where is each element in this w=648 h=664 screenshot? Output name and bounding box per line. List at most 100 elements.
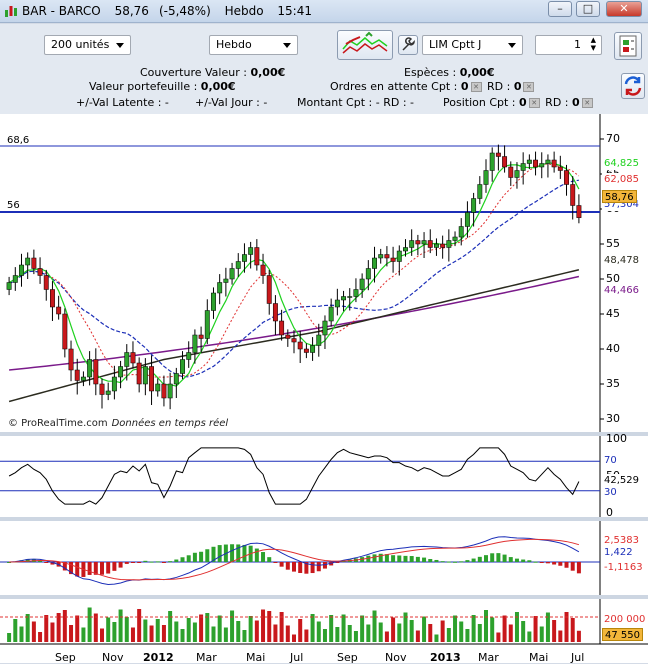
ma50-badge: 62,085 [602, 173, 641, 186]
macd-histogram-bar [434, 559, 439, 562]
timeframe-select[interactable]: Hebdo [209, 35, 298, 55]
volume-bar [514, 612, 519, 642]
cancel-rd-orders-icon[interactable]: ✕ [523, 82, 535, 92]
price-chart-svg[interactable] [0, 114, 648, 663]
candle-body [551, 159, 557, 168]
cancel-orders-icon[interactable]: ✕ [470, 82, 482, 92]
minimize-button[interactable]: – [548, 1, 572, 17]
volume-bar [50, 622, 55, 642]
volume-bar [93, 613, 98, 642]
candle-body [37, 268, 43, 276]
wrench-button[interactable] [398, 35, 418, 55]
volume-bar [502, 615, 507, 642]
volume-bar [484, 610, 488, 642]
macd-badge: 2,5383 [602, 534, 641, 547]
candle-body [31, 257, 37, 269]
volume-bar [124, 617, 129, 642]
close-rd-position-icon[interactable]: ✕ [581, 98, 593, 108]
chart-area[interactable]: © ProRealTime.com Données en temps réel 6… [0, 114, 648, 664]
volume-bar [384, 631, 389, 642]
candle-body [576, 205, 582, 218]
volume-bar [440, 620, 445, 642]
close-position-icon[interactable]: ✕ [528, 98, 540, 108]
candle-body [539, 163, 545, 168]
macd-histogram-bar [50, 562, 55, 565]
macd-histogram-bar [100, 562, 104, 575]
panel-divider[interactable] [0, 517, 648, 521]
macd-histogram-badge: -1,1163 [602, 561, 645, 574]
candle-body [68, 348, 74, 371]
stepper-arrows-icon[interactable]: ▲ ▼ [590, 36, 596, 52]
volume-bar [576, 630, 581, 642]
macd-histogram-bar [230, 544, 235, 562]
latente-info: +/-Val Latente : - [76, 96, 169, 109]
macd-histogram-bar [292, 562, 296, 572]
price-tick-label: 40 [606, 342, 620, 355]
volume-bar [533, 616, 538, 642]
title-time: 15:41 [277, 4, 312, 18]
volume-bar [471, 615, 476, 642]
macd-histogram-bar [397, 555, 402, 562]
candle-body [229, 268, 235, 280]
candle-body [471, 198, 477, 213]
macd-histogram-bar [366, 555, 371, 562]
volume-bar [106, 617, 111, 642]
montant-info: Montant Cpt : - RD : - [297, 96, 414, 109]
candle-body [415, 240, 421, 245]
candle-body [303, 348, 309, 353]
maximize-button[interactable]: □ [576, 1, 600, 17]
title-bar: BAR - BARCO 58,76 (-5,48%) Hebdo 15:41 – … [0, 0, 648, 23]
volume-bar [496, 632, 501, 642]
units-select[interactable]: 200 unités [44, 35, 131, 55]
volume-bar [168, 611, 173, 642]
macd-histogram-bar [124, 562, 129, 564]
portefeuille-value: 0,00€ [200, 80, 236, 93]
title-period: Hebdo [224, 4, 264, 18]
candle-body [136, 362, 142, 385]
macd-line [9, 536, 580, 585]
especes-label: Espèces : [404, 66, 457, 79]
volume-bar [415, 630, 420, 642]
ordres-info: Ordres en attente Cpt : 0 ✕ RD : 0 ✕ [330, 80, 536, 93]
order-ticket-button[interactable] [614, 32, 642, 60]
volume-bar [322, 629, 327, 642]
volume-bar [75, 615, 80, 642]
volume-badge: 47 550 [602, 628, 643, 641]
watermark-subtext: Données en temps réel [111, 418, 229, 429]
time-axis-label: Nov [385, 651, 407, 664]
volume-bar [335, 627, 340, 642]
time-axis-label: Jul [571, 651, 585, 664]
candle-body [365, 268, 371, 280]
macd-histogram-bar [570, 562, 575, 571]
candle-body [396, 250, 402, 262]
quantity-stepper[interactable]: 1 ▲ ▼ [535, 35, 602, 55]
volume-bar [285, 625, 290, 642]
app-icon [5, 6, 17, 17]
macd-histogram-bar [415, 556, 420, 562]
refresh-button[interactable] [621, 73, 645, 99]
candle-body [167, 383, 173, 399]
position-rd-label: RD : [545, 96, 569, 109]
candle-body [452, 236, 458, 241]
volume-bar [267, 611, 272, 642]
time-axis-label: Mar [478, 651, 499, 664]
price-tick-label: 35 [606, 377, 620, 390]
macd-histogram-bar [211, 546, 216, 562]
candle-body [62, 313, 68, 350]
volume-bar [465, 629, 470, 642]
indicators-button[interactable] [337, 30, 393, 60]
macd-histogram-bar [242, 544, 247, 562]
order-type-select[interactable]: LIM Cptt J [422, 35, 523, 55]
macd-histogram-bar [87, 562, 92, 575]
close-button[interactable]: ✕ [606, 1, 642, 17]
macd-histogram-bar [502, 554, 507, 562]
panel-divider[interactable] [0, 595, 648, 599]
volume-bar [564, 612, 569, 642]
candle-body [427, 240, 433, 248]
macd-histogram-bar [465, 560, 470, 562]
candle-body [520, 163, 526, 171]
panel-divider[interactable] [0, 432, 648, 436]
volume-bar [558, 630, 563, 642]
ma50-line [8, 163, 580, 378]
candle-body [142, 366, 148, 385]
